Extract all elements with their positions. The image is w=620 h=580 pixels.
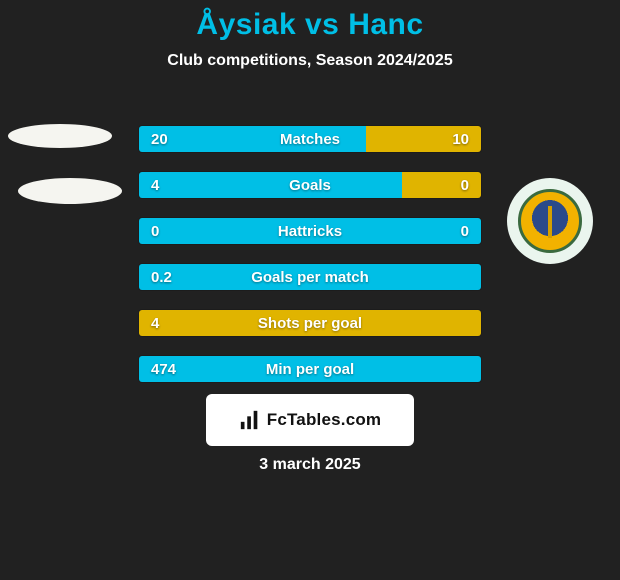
- stat-row-hat: 00Hattricks: [138, 217, 482, 245]
- stat-row-goals: 40Goals: [138, 171, 482, 199]
- stat-label: Matches: [139, 126, 481, 153]
- stat-label: Hattricks: [139, 218, 481, 245]
- source-brand: FcTables.com: [267, 410, 382, 430]
- stat-row-mpg: 474Min per goal: [138, 355, 482, 383]
- page-title: Åysiak vs Hanc: [0, 0, 620, 42]
- right-team-logo: [507, 178, 593, 264]
- stat-label: Goals per match: [139, 264, 481, 291]
- left-team-badge-1: [8, 124, 112, 148]
- comparison-chart: 2010Matches 40Goals 00Hattricks 0.2Goals pe…: [138, 125, 482, 401]
- stat-label: Min per goal: [139, 356, 481, 383]
- source-pill: FcTables.com: [206, 394, 414, 446]
- bar-chart-icon: [239, 409, 261, 431]
- subtitle: Club competitions, Season 2024/2025: [0, 52, 620, 70]
- stat-row-matches: 2010Matches: [138, 125, 482, 153]
- left-team-badge-2: [18, 178, 122, 204]
- stat-label: Shots per goal: [139, 310, 481, 337]
- stat-label: Goals: [139, 172, 481, 199]
- stat-row-spg: 4Shots per goal: [138, 309, 482, 337]
- club-crest-icon: [518, 189, 582, 253]
- footer-date: 3 march 2025: [0, 456, 620, 474]
- stat-row-gpm: 0.2Goals per match: [138, 263, 482, 291]
